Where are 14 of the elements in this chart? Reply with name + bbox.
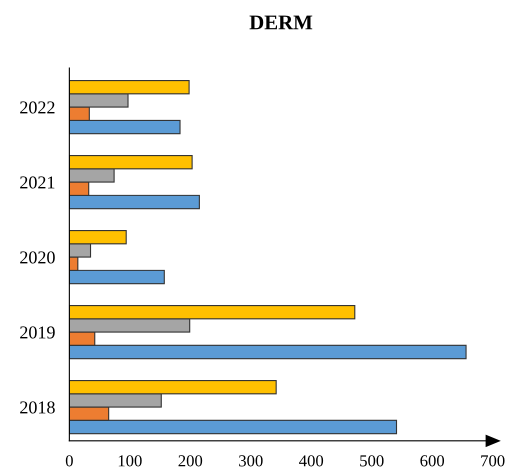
x-tick-label: 400 xyxy=(299,455,324,466)
y-tick-label: 2018 xyxy=(20,401,55,414)
x-tick-label: 700 xyxy=(481,455,505,466)
y-tick-label: 2022 xyxy=(20,101,54,114)
y-tick-label: 2021 xyxy=(20,176,54,189)
x-tick-label: 500 xyxy=(360,455,384,466)
x-tick-label: 300 xyxy=(239,455,263,466)
x-tick-label: 600 xyxy=(420,455,444,466)
x-tick-label: 100 xyxy=(118,455,142,466)
chart-title: DERM xyxy=(250,16,312,30)
y-tick-label: 2020 xyxy=(20,251,55,264)
x-tick-label: 200 xyxy=(178,455,202,466)
x-tick-label: 0 xyxy=(66,455,73,466)
y-tick-label: 2019 xyxy=(20,326,55,339)
